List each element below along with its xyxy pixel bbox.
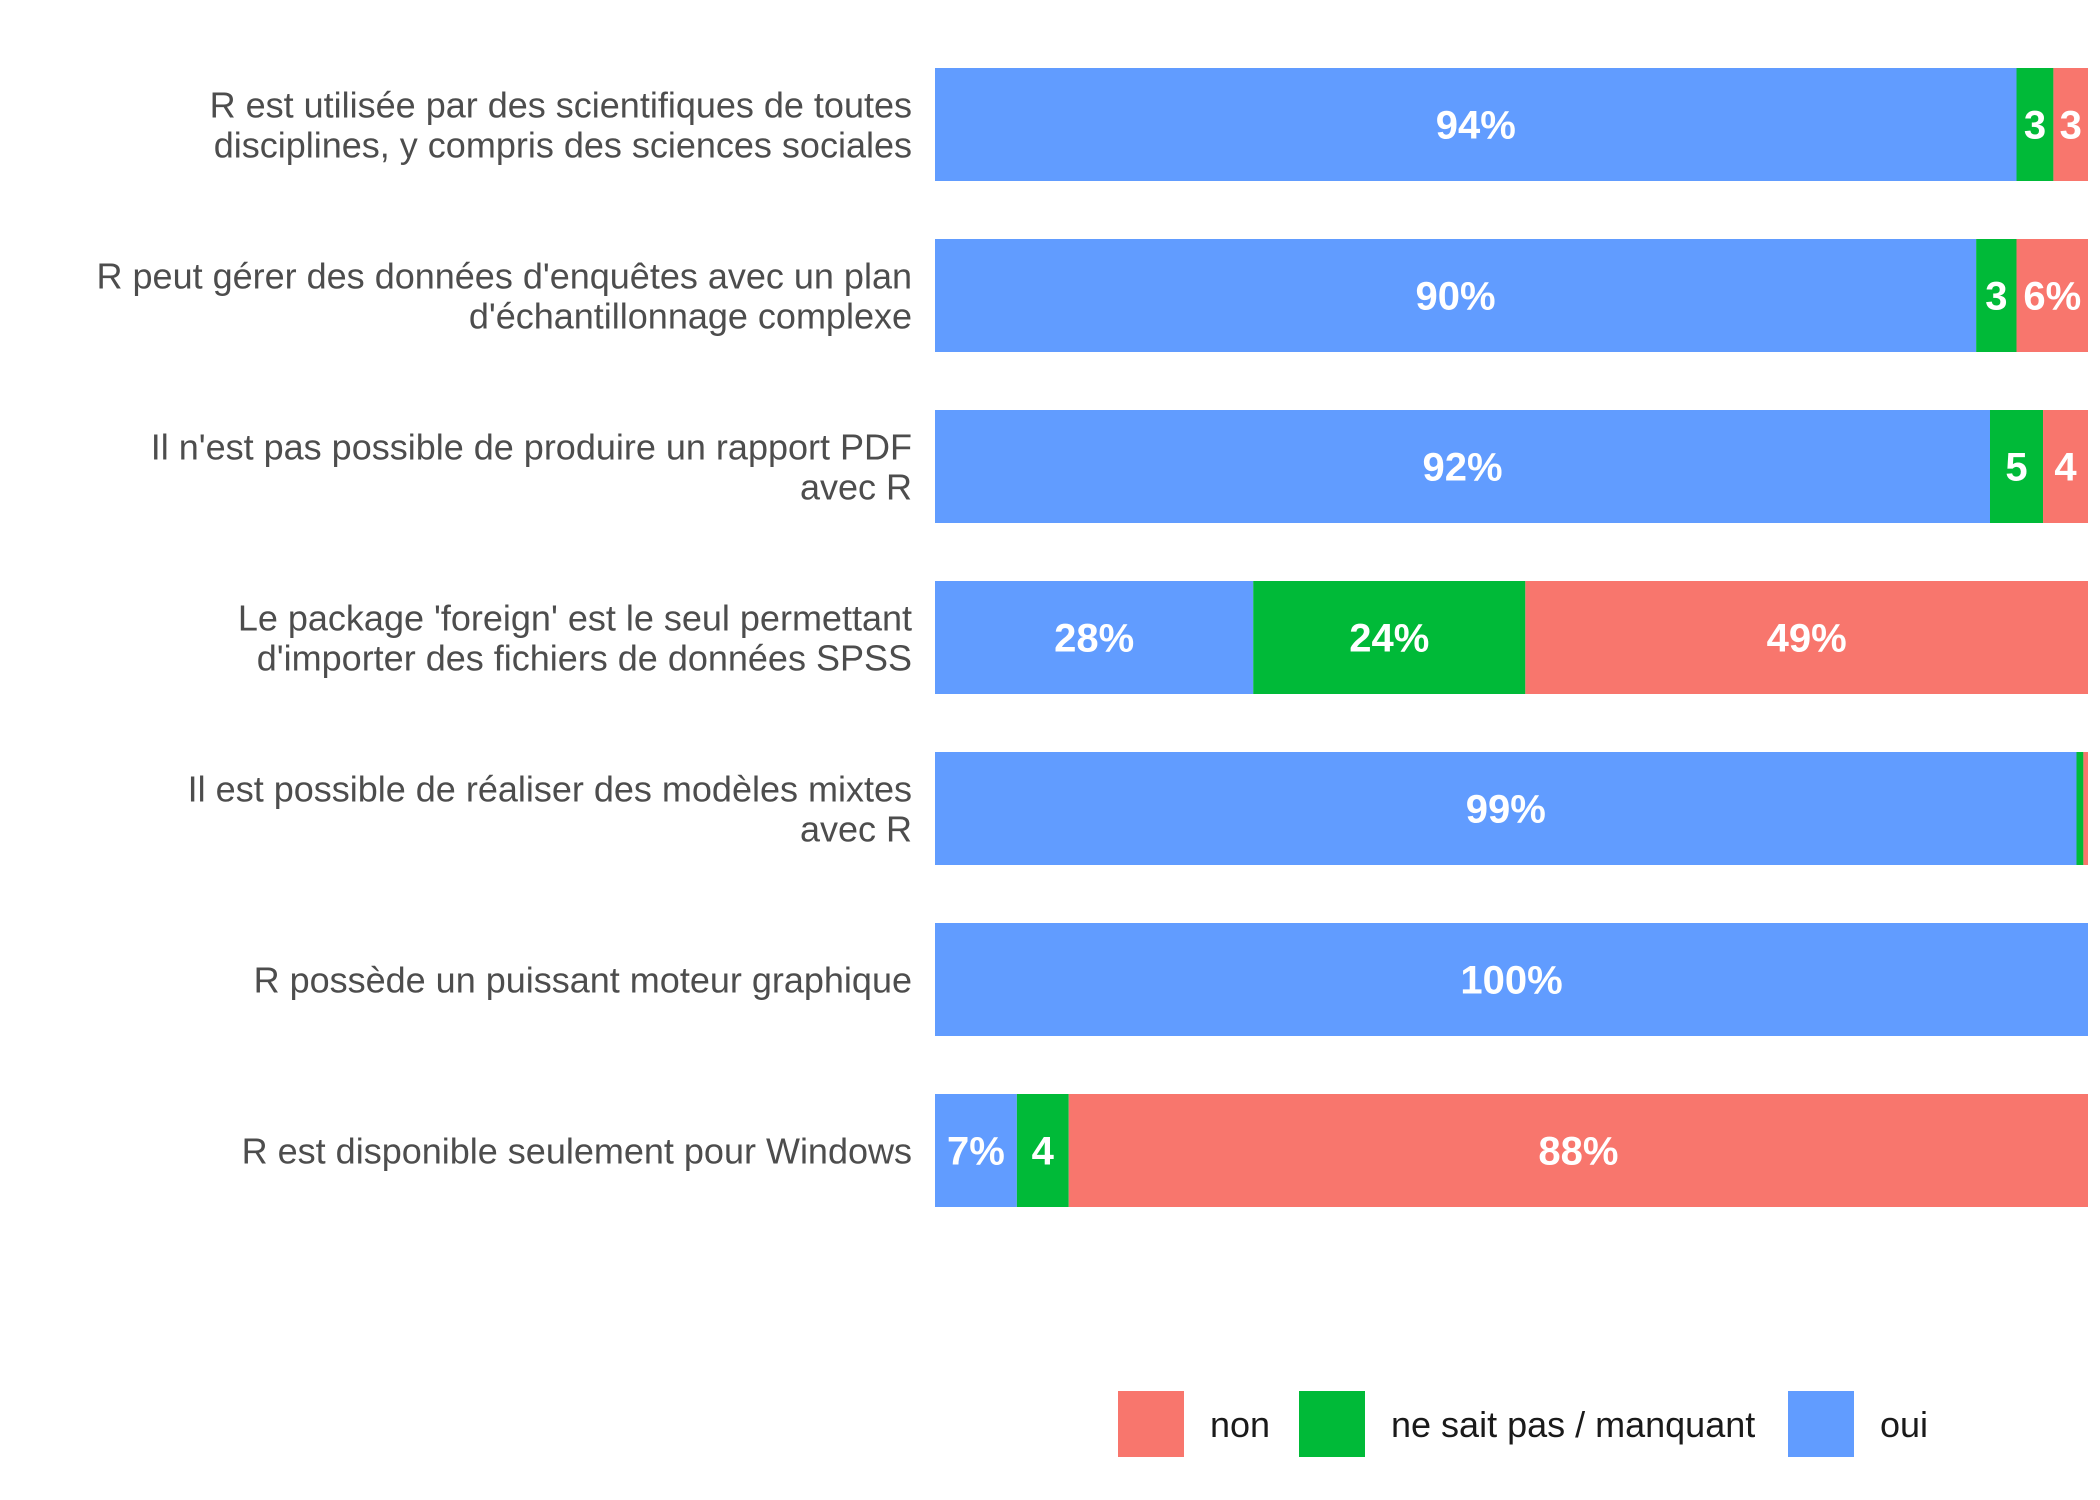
legend-label-non: non [1210,1404,1270,1445]
bar-label-non-1: 3 [2060,104,2082,148]
bar-label-ne-sait-pas-manquant-2: 3 [1985,275,2007,319]
category-label-line: Il n'est pas possible de produire un rap… [151,427,912,468]
bar-label-non-3: 4 [2054,446,2077,490]
bar-label-oui-5: 99% [1466,788,1546,832]
bar-segment-ne-sait-pas-manquant-7 [1016,1094,1069,1207]
bar-segment-non-7 [1068,1094,2088,1207]
bar-segment-oui-4 [935,581,1254,694]
category-label-7: R est disponible seulement pour Windows [242,1131,912,1172]
bar-segment-oui-6 [935,923,2088,1036]
bar-segment-non-4 [1525,581,2088,694]
bar-segment-oui-7 [935,1094,1017,1207]
legend-label-ne-sait-pas: ne sait pas / manquant [1391,1404,1755,1445]
bar-segment-ne-sait-pas-manquant-1 [2016,68,2054,181]
category-label-2: R peut gérer des données d'enquêtes avec… [97,256,912,337]
category-label-line: R est disponible seulement pour Windows [242,1131,912,1172]
category-label-5: Il est possible de réaliser des modèles … [188,769,912,850]
bar-label-ne-sait-pas-manquant-4: 24% [1349,617,1429,661]
bar-segment-oui-2 [935,239,1977,352]
bar-label-oui-7: 7% [947,1130,1005,1174]
bar-segment-non-1 [2053,68,2088,181]
category-label-line: Il est possible de réaliser des modèles … [188,769,912,810]
bar-segment-ne-sait-pas-manquant-5 [2076,752,2084,865]
category-label-line: d'échantillonnage complexe [469,296,912,337]
category-label-3: Il n'est pas possible de produire un rap… [151,427,912,508]
category-label-line: avec R [800,467,912,508]
bar-label-non-7: 88% [1538,1130,1618,1174]
category-label-line: d'importer des fichiers de données SPSS [257,638,912,679]
bar-label-ne-sait-pas-manquant-7: 4 [1032,1130,1055,1174]
bar-value-labels: 94% 3 390% 3 6%92% 5 428% 24% 49%99%100%7% 4 88% [947,104,2082,1174]
category-label-line: disciplines, y compris des sciences soci… [214,125,912,166]
bar-segment-ne-sait-pas-manquant-3 [1990,410,2044,523]
legend-swatch-oui [1788,1391,1854,1457]
category-label-line: avec R [800,809,912,850]
bar-label-ne-sait-pas-manquant-1: 3 [2024,104,2046,148]
bar-label-oui-2: 90% [1416,275,1496,319]
legend: non ne sait pas / manquant oui [1118,1391,1928,1457]
bar-label-oui-1: 94% [1436,104,1516,148]
legend-swatch-ne-sait-pas [1299,1391,1365,1457]
bar-label-oui-3: 92% [1422,446,1502,490]
bar-segment-ne-sait-pas-manquant-2 [1976,239,2017,352]
bar-segment-oui-3 [935,410,1990,523]
bars [935,68,2088,1207]
legend-label-oui: oui [1880,1404,1928,1445]
bar-segment-non-2 [2016,239,2088,352]
category-label-line: R possède un puissant moteur graphique [254,960,912,1001]
category-label-line: R est utilisée par des scientifiques de … [210,85,912,126]
bar-segment-oui-5 [935,752,2077,865]
category-label-line: R peut gérer des données d'enquêtes avec… [97,256,912,297]
bar-label-non-2: 6% [2023,275,2081,319]
legend-swatch-non [1118,1391,1184,1457]
bar-segment-non-5 [2083,752,2088,865]
bar-label-oui-6: 100% [1460,959,1562,1003]
category-label-4: Le package 'foreign' est le seul permett… [238,598,912,679]
bar-label-oui-4: 28% [1054,617,1134,661]
bar-segment-non-3 [2043,410,2088,523]
category-label-line: Le package 'foreign' est le seul permett… [238,598,912,639]
category-label-1: R est utilisée par des scientifiques de … [210,85,912,166]
bar-segment-oui-1 [935,68,2017,181]
bar-segment-ne-sait-pas-manquant-4 [1253,581,1526,694]
bar-label-ne-sait-pas-manquant-3: 5 [2005,446,2027,490]
category-labels: R est utilisée par des scientifiques de … [97,85,912,1172]
bar-label-non-4: 49% [1767,617,1847,661]
category-label-6: R possède un puissant moteur graphique [254,960,912,1001]
